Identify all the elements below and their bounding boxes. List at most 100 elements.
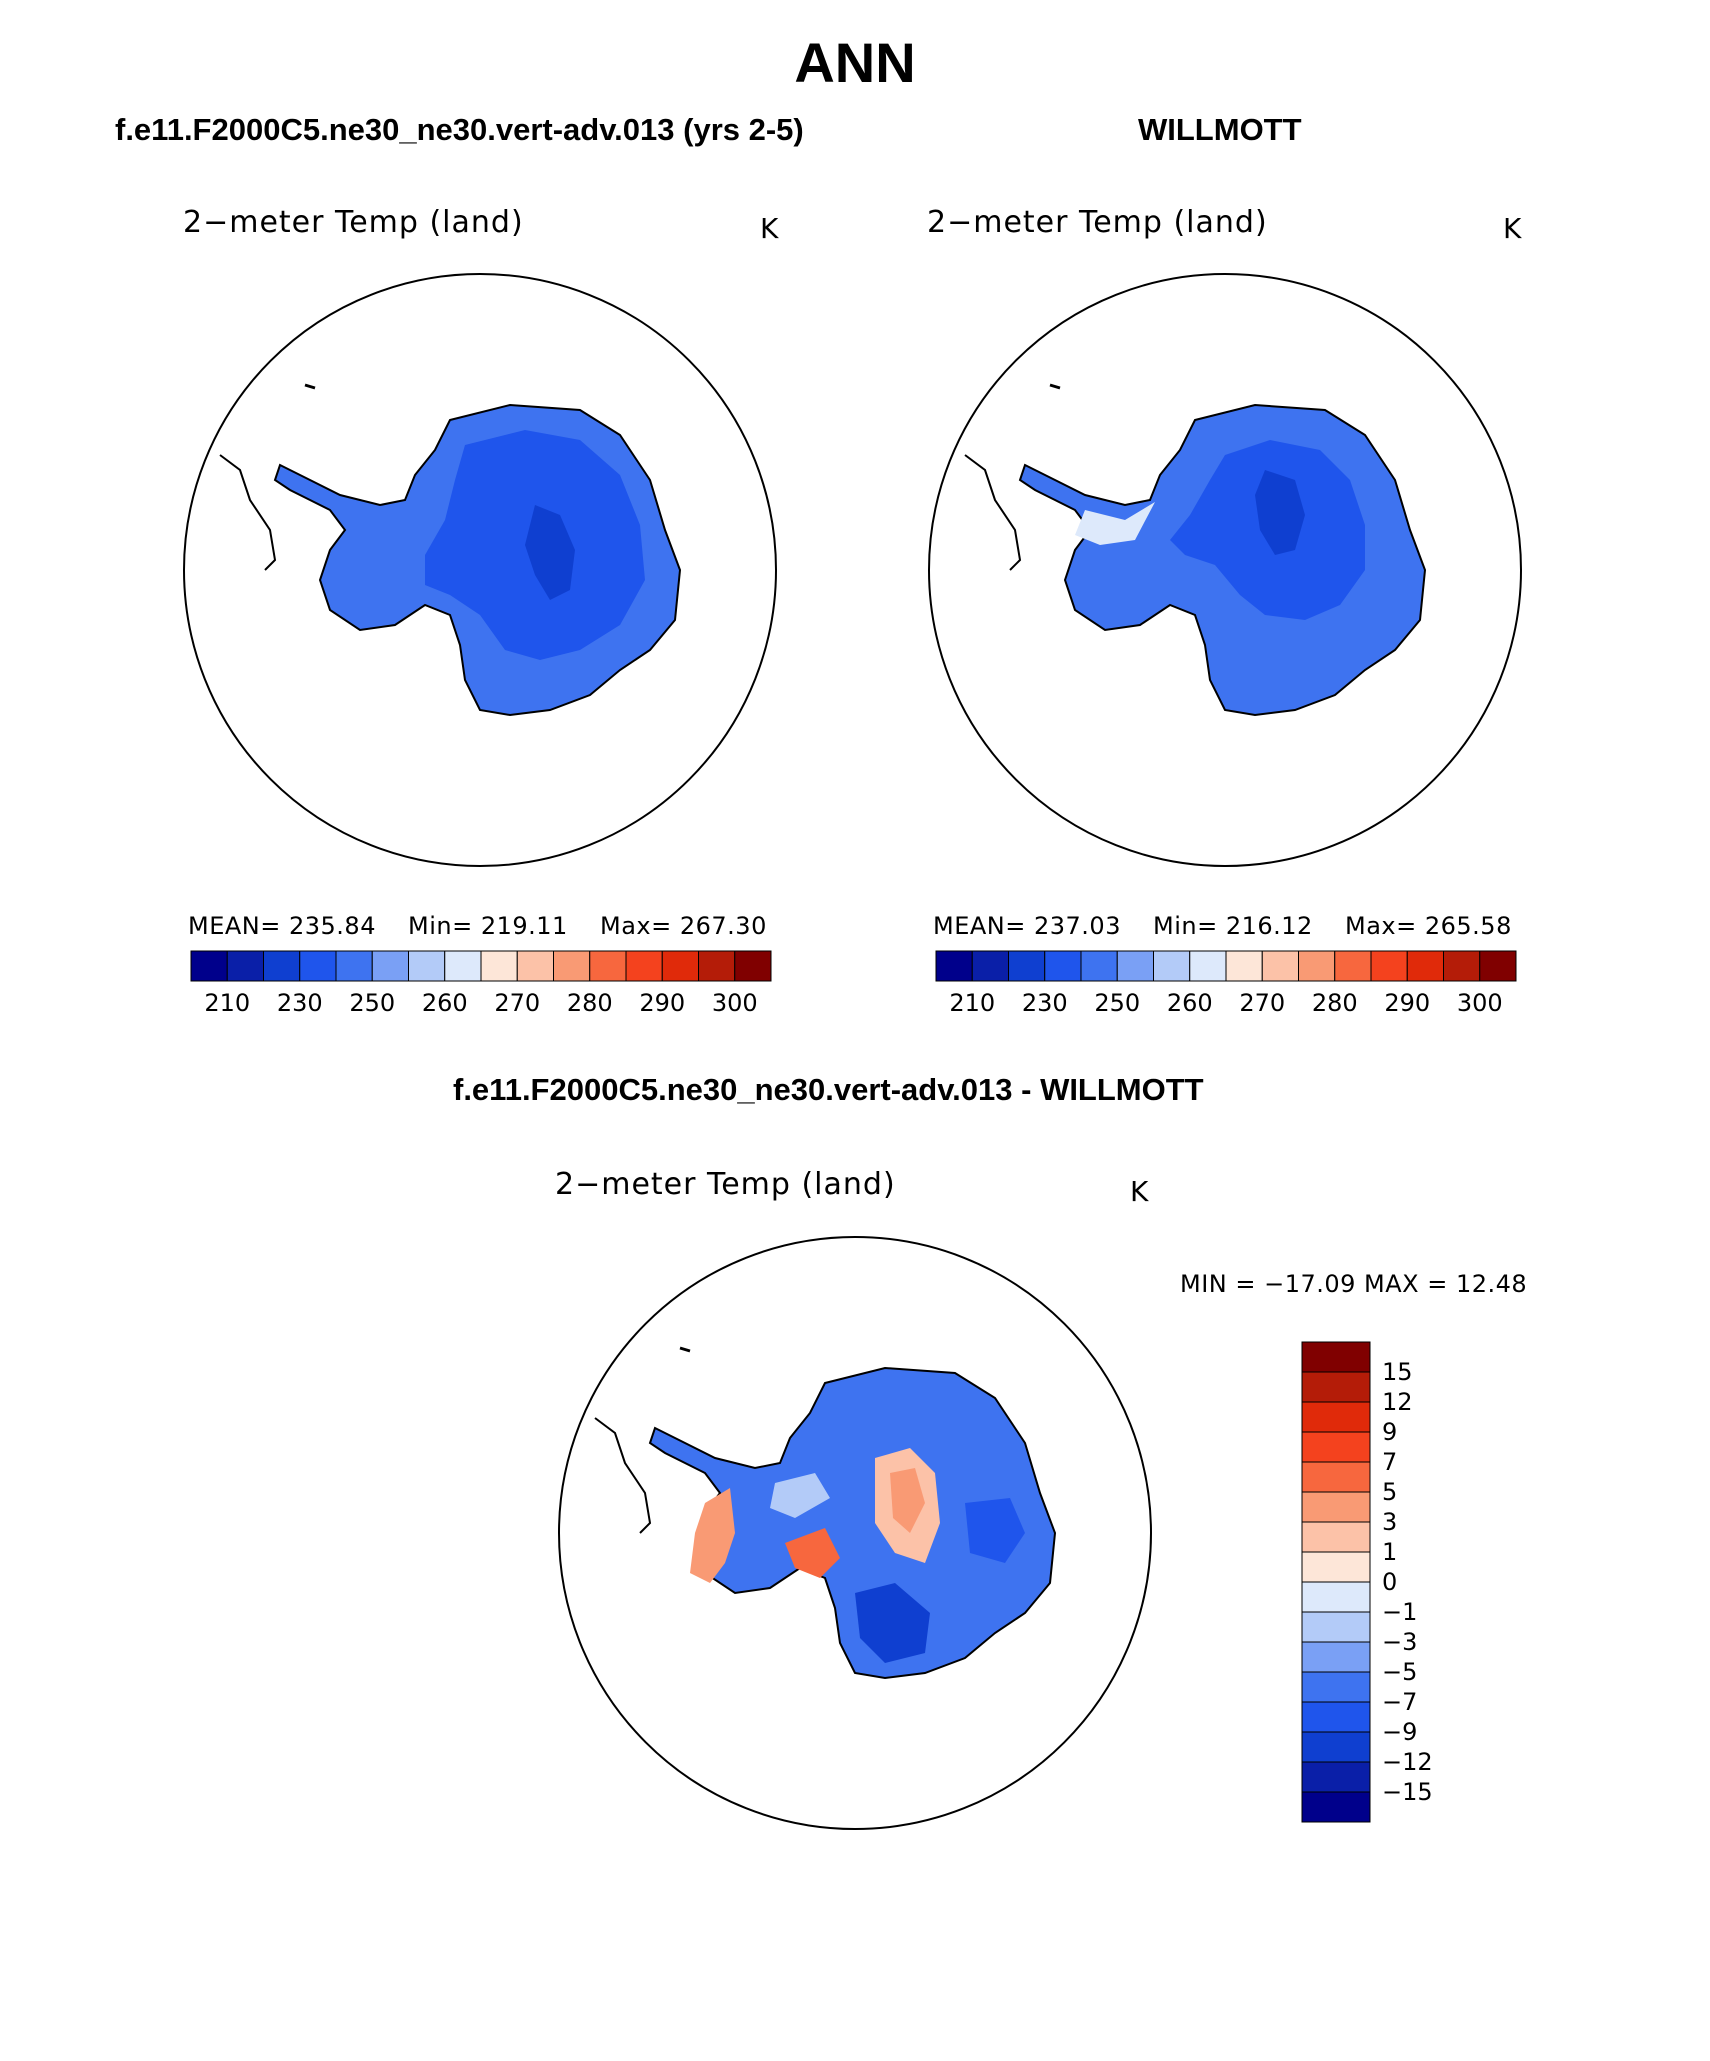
colorbar-tick-label: 280	[1312, 989, 1358, 1017]
stats-min-obs: Min= 216.12	[1153, 912, 1313, 940]
colorbar-swatch	[1301, 1731, 1371, 1763]
colorbar-swatch	[1443, 950, 1481, 982]
colorbar-swatch	[1301, 1341, 1371, 1373]
colorbar-tick-label: −1	[1382, 1598, 1417, 1626]
colorbar-swatch	[1153, 950, 1191, 982]
polar-map-model	[183, 273, 777, 867]
plot-title-model: 2−meter Temp (land)	[183, 205, 524, 240]
colorbar-swatch	[190, 950, 228, 982]
colorbar-swatch	[1261, 950, 1299, 982]
colorbar-swatch	[1301, 1791, 1371, 1823]
colorbar-swatch	[335, 950, 373, 982]
antarctica-field-model	[219, 383, 682, 717]
colorbar-obs: 210 230 250 260 270 280 290 300	[935, 950, 1517, 1017]
colorbar-swatch	[935, 950, 973, 982]
colorbar-swatch	[1301, 1491, 1371, 1523]
polar-map-diff	[558, 1236, 1152, 1830]
colorbar-tick-label: 250	[349, 989, 395, 1017]
colorbar-swatch	[553, 950, 591, 982]
colorbar-tick-label: 3	[1382, 1508, 1397, 1536]
colorbar-tick-label: 270	[494, 989, 540, 1017]
colorbar-tick-label: 300	[1457, 989, 1503, 1017]
colorbar-swatch	[299, 950, 337, 982]
units-diff: K	[1130, 1175, 1149, 1208]
colorbar-tick-label: 260	[1167, 989, 1213, 1017]
colorbar-swatch	[625, 950, 663, 982]
colorbar-tick-label: 12	[1382, 1388, 1413, 1416]
colorbar-swatch	[1301, 1581, 1371, 1613]
colorbar-model: 210 230 250 260 270 280 290 300	[190, 950, 772, 1017]
polar-map-obs	[928, 273, 1522, 867]
stats-max-model: Max= 267.30	[600, 912, 767, 940]
colorbar-swatch	[408, 950, 446, 982]
colorbar-tick-label: −15	[1382, 1778, 1433, 1806]
colorbar-swatch	[1301, 1461, 1371, 1493]
colorbar-swatch	[1334, 950, 1372, 982]
colorbar-swatch	[1370, 950, 1408, 982]
colorbar-tick-label: 230	[1022, 989, 1068, 1017]
colorbar-tick-label: −5	[1382, 1658, 1417, 1686]
antarctica-field-obs	[964, 383, 1427, 717]
colorbar-tick-label: −3	[1382, 1628, 1417, 1656]
colorbar-swatch	[1301, 1761, 1371, 1793]
colorbar-swatch	[1301, 1611, 1371, 1643]
diff-minmax: MIN = −17.09 MAX = 12.48	[1180, 1270, 1528, 1298]
colorbar-swatch	[1008, 950, 1046, 982]
stats-mean-obs: MEAN= 237.03	[933, 912, 1121, 940]
colorbar-tick-label: −7	[1382, 1688, 1417, 1716]
stats-mean-model: MEAN= 235.84	[188, 912, 376, 940]
units-model: K	[760, 212, 779, 245]
colorbar-tick-label: 230	[277, 989, 323, 1017]
units-obs: K	[1503, 212, 1522, 245]
colorbar-swatch	[971, 950, 1009, 982]
colorbar-swatch	[1301, 1431, 1371, 1463]
colorbar-tick-label: 0	[1382, 1568, 1397, 1596]
colorbar-tick-label: −12	[1382, 1748, 1433, 1776]
colorbar-swatch	[1301, 1371, 1371, 1403]
colorbar-tick-label: 290	[1384, 989, 1430, 1017]
colorbar-swatch	[1301, 1671, 1371, 1703]
plot-title-diff: 2−meter Temp (land)	[555, 1167, 896, 1202]
colorbar-tick-label: 280	[567, 989, 613, 1017]
colorbar-swatch	[371, 950, 409, 982]
colorbar-tick-label: 290	[639, 989, 685, 1017]
colorbar-swatch	[734, 950, 772, 982]
colorbar-tick-label: 270	[1239, 989, 1285, 1017]
colorbar-swatch	[698, 950, 736, 982]
colorbar-swatch	[1298, 950, 1336, 982]
antarctica-field-diff	[594, 1346, 1057, 1680]
colorbar-swatch	[1225, 950, 1263, 982]
colorbar-tick-label: 9	[1382, 1418, 1397, 1446]
case-title-obs: WILLMOTT	[1138, 112, 1302, 147]
colorbar-tick-label: 210	[204, 989, 250, 1017]
colorbar-swatch	[1080, 950, 1118, 982]
colorbar-swatch	[226, 950, 264, 982]
colorbar-swatch	[589, 950, 627, 982]
colorbar-swatch	[1301, 1701, 1371, 1733]
colorbar-swatch	[444, 950, 482, 982]
colorbar-tick-label: 210	[949, 989, 995, 1017]
stats-min-model: Min= 219.11	[408, 912, 568, 940]
colorbar-swatch	[1301, 1401, 1371, 1433]
colorbar-swatch	[1189, 950, 1227, 982]
colorbar-swatch	[1301, 1521, 1371, 1553]
page-title: ANN	[794, 31, 916, 94]
colorbar-swatch	[1301, 1551, 1371, 1583]
colorbar-swatch	[263, 950, 301, 982]
colorbar-tick-label: 250	[1094, 989, 1140, 1017]
plot-title-obs: 2−meter Temp (land)	[927, 205, 1268, 240]
colorbar-swatch	[516, 950, 554, 982]
colorbar-tick-label: 300	[712, 989, 758, 1017]
colorbar-tick-label: 15	[1382, 1358, 1413, 1386]
colorbar-swatch	[1479, 950, 1517, 982]
case-title-model: f.e11.F2000C5.ne30_ne30.vert-adv.013 (yr…	[115, 112, 804, 147]
colorbar-swatch	[1044, 950, 1082, 982]
colorbar-tick-label: 260	[422, 989, 468, 1017]
colorbar-swatch	[1406, 950, 1444, 982]
colorbar-tick-label: 5	[1382, 1478, 1397, 1506]
colorbar-swatch	[1116, 950, 1154, 982]
colorbar-tick-label: −9	[1382, 1718, 1417, 1746]
colorbar-swatch	[1301, 1641, 1371, 1673]
colorbar-tick-label: 1	[1382, 1538, 1397, 1566]
